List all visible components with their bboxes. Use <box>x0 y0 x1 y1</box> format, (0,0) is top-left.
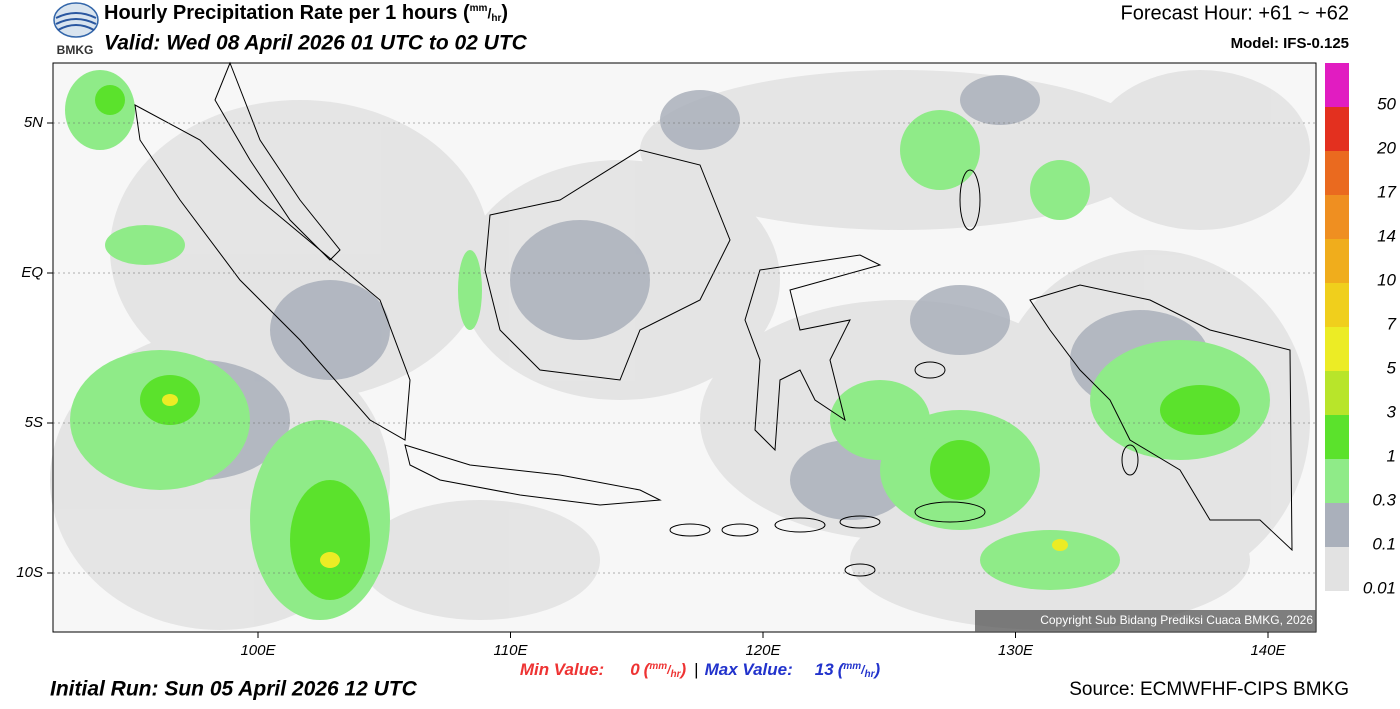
lon-label: 120E <box>745 642 781 659</box>
unit: / <box>666 663 672 677</box>
lat-label: 5N <box>24 114 43 131</box>
unit: ) <box>873 660 881 679</box>
unit: mm <box>649 661 667 672</box>
max-value: 13 <box>815 660 834 679</box>
min-max: Min Value: 0 (mm/hr) | Max Value: 13 (mm/hr) <box>520 660 881 679</box>
precip-green <box>65 70 1270 620</box>
unit: hr <box>670 669 681 680</box>
legend-swatch <box>1325 415 1349 459</box>
valid: Valid: Wed 08 April 2026 01 UTC to 02 UT… <box>104 32 528 55</box>
axes: 5N EQ 5S 10S 100E 110E 120E 130E 140E <box>16 114 1286 659</box>
separator: | <box>694 660 698 679</box>
lat-label: EQ <box>21 264 43 281</box>
initial-run: Initial Run: Sun 05 April 2026 12 UTC <box>50 678 418 701</box>
lon-label: 140E <box>1250 642 1286 659</box>
unit: hr <box>865 669 876 680</box>
legend-label: 10 <box>1377 270 1396 289</box>
legend-label: 14 <box>1377 226 1396 245</box>
unit: / <box>860 663 866 677</box>
unit: mm <box>843 661 861 672</box>
copyright: Copyright Sub Bidang Prediksi Cuaca BMKG… <box>1040 613 1313 627</box>
map-frame <box>52 62 1317 633</box>
legend-swatch <box>1325 547 1349 591</box>
logo-text: BMKG <box>57 43 94 57</box>
unit: ) <box>678 660 686 679</box>
lon-label: 130E <box>998 642 1034 659</box>
source: Source: ECMWFHF-CIPS BMKG <box>1069 679 1349 700</box>
unit: / <box>487 5 491 21</box>
legend-label: 3 <box>1387 402 1397 421</box>
legend-swatch <box>1325 327 1349 371</box>
lat-label: 5S <box>25 414 43 431</box>
legend-swatch <box>1325 195 1349 239</box>
legend-label: 0.01 <box>1363 578 1396 597</box>
legend-swatch <box>1325 63 1349 107</box>
coastlines <box>134 61 1293 577</box>
lon-label: 110E <box>494 642 529 659</box>
min-value: 0 <box>630 660 640 679</box>
lat-label: 10S <box>16 564 43 581</box>
legend-label: 0.1 <box>1372 534 1396 553</box>
map: Copyright Sub Bidang Prediksi Cuaca BMKG… <box>50 61 1317 633</box>
unit: ( <box>463 2 470 24</box>
unit: ) <box>501 2 508 24</box>
legend-swatch <box>1325 239 1349 283</box>
legend-swatch <box>1325 371 1349 415</box>
legend-swatch <box>1325 151 1349 195</box>
min-label: Min Value: <box>520 660 604 679</box>
unit: ( <box>838 660 846 679</box>
logo: BMKG <box>53 2 99 57</box>
title-text: Hourly Precipitation Rate per 1 hours <box>104 2 457 24</box>
legend-label: 20 <box>1376 138 1396 157</box>
legend-swatch <box>1325 107 1349 151</box>
lon-label: 100E <box>240 642 276 659</box>
forecast-hour: Forecast Hour: +61 ~ +62 <box>1121 2 1349 24</box>
legend-swatch <box>1325 503 1349 547</box>
max-label: Max Value: <box>705 660 793 679</box>
unit: ( <box>644 660 652 679</box>
precip-bright <box>95 85 1240 600</box>
graticule <box>53 122 1316 574</box>
legend-swatch <box>1325 283 1349 327</box>
title: Hourly Precipitation Rate per 1 hours (m… <box>104 2 508 24</box>
legend-label: 1 <box>1387 446 1396 465</box>
legend-label: 17 <box>1377 182 1396 201</box>
model: Model: IFS-0.125 <box>1231 35 1349 52</box>
legend-swatch <box>1325 459 1349 503</box>
legend-label: 50 <box>1377 94 1396 113</box>
legend-label: 0.3 <box>1372 490 1396 509</box>
unit: mm <box>470 3 488 14</box>
legend-label: 5 <box>1387 358 1397 377</box>
legend-label: 7 <box>1387 314 1397 333</box>
copyright-box <box>975 610 1316 632</box>
legend: 50 20 17 14 10 7 5 3 1 0.3 0.1 0.01 <box>1325 63 1397 597</box>
precip-yellow <box>162 394 1068 568</box>
unit: hr <box>491 13 501 24</box>
